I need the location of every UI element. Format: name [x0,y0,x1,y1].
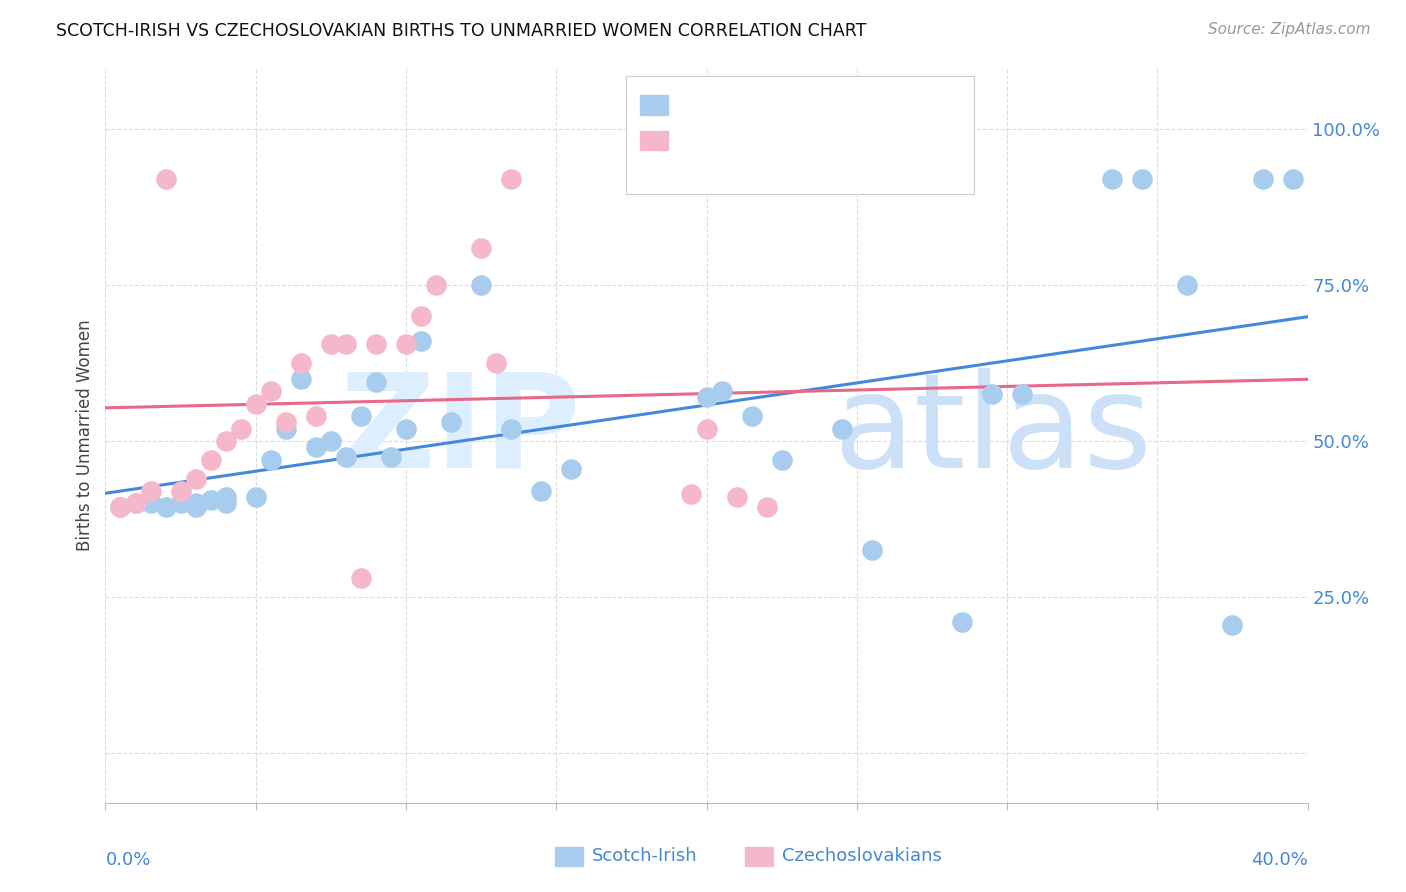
Point [1222,618,1244,632]
Point [274,422,297,436]
Text: Source: ZipAtlas.com: Source: ZipAtlas.com [1208,22,1371,37]
Point [696,391,718,405]
Point [184,496,207,510]
Point [440,416,463,430]
Point [1101,172,1123,186]
Point [1011,387,1033,401]
Point [560,462,582,476]
Point [335,337,357,351]
Text: 0.0%: 0.0% [105,851,150,869]
Point [290,356,312,370]
Point [169,483,191,498]
Text: ZIP: ZIP [339,368,581,495]
Point [470,278,492,293]
Point [470,241,492,255]
Point [501,172,523,186]
Point [305,409,328,424]
Point [395,422,418,436]
Point [395,337,418,351]
Point [860,543,883,558]
Point [260,384,283,399]
Text: SCOTCH-IRISH VS CZECHOSLOVAKIAN BIRTHS TO UNMARRIED WOMEN CORRELATION CHART: SCOTCH-IRISH VS CZECHOSLOVAKIAN BIRTHS T… [56,22,866,40]
Point [184,471,207,485]
Text: atlas: atlas [832,368,1152,495]
Point [485,356,508,370]
Point [124,496,146,510]
Point [155,172,177,186]
Point [681,487,703,501]
Point [770,452,793,467]
Point [409,334,432,349]
Point [350,571,373,585]
Point [1281,172,1303,186]
Point [741,409,763,424]
Point [305,440,328,454]
Point [755,500,778,514]
Point [260,452,283,467]
Point [214,496,236,510]
Point [1251,172,1274,186]
Point [725,490,748,504]
Text: R = 0.803   N = 28: R = 0.803 N = 28 [679,131,865,150]
Point [710,384,733,399]
Point [981,387,1004,401]
Point [274,416,297,430]
Point [139,496,162,510]
Point [110,500,132,514]
Point [696,422,718,436]
Point [319,434,342,448]
Point [229,422,252,436]
Point [139,483,162,498]
Point [184,500,207,514]
Point [364,337,387,351]
Text: 40.0%: 40.0% [1251,851,1308,869]
Point [124,496,146,510]
Point [155,500,177,514]
Point [200,452,222,467]
Point [214,490,236,504]
Point [1130,172,1153,186]
Point [950,615,973,629]
Point [245,490,267,504]
Point [831,422,853,436]
Point [364,375,387,389]
Point [380,450,402,464]
Text: Scotch-Irish: Scotch-Irish [592,847,697,865]
Y-axis label: Births to Unmarried Women: Births to Unmarried Women [76,319,94,550]
Point [169,496,191,510]
Point [530,483,553,498]
Point [214,434,236,448]
Text: R = 0.663   N = 42: R = 0.663 N = 42 [679,95,865,114]
Point [425,278,447,293]
Point [409,310,432,324]
Point [200,493,222,508]
Point [110,500,132,514]
Point [335,450,357,464]
Point [350,409,373,424]
Point [1175,278,1198,293]
Point [245,397,267,411]
Point [501,422,523,436]
Point [319,337,342,351]
Text: Czechoslovakians: Czechoslovakians [782,847,942,865]
Point [290,372,312,386]
